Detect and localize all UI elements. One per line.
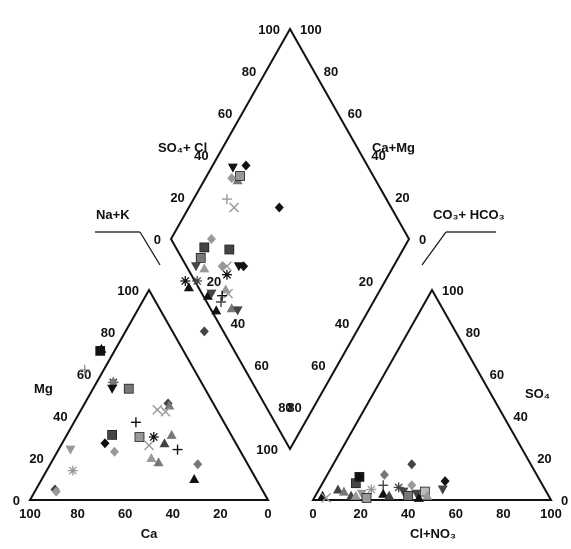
ca-tick-label: 60 [118, 506, 132, 521]
diamond-point [275, 203, 284, 213]
cation-point [107, 385, 117, 394]
ca-tick-label: 0 [264, 506, 271, 521]
anion-point [441, 476, 450, 486]
cation-point [153, 405, 162, 414]
diamond-camg-tick-label: 100 [300, 22, 322, 37]
diamond-so4cl-tick-label: 0 [154, 232, 161, 247]
cation-point [145, 441, 154, 450]
mg-tick-label: 0 [13, 493, 20, 508]
cation-point [65, 446, 75, 455]
diamond-point [222, 270, 232, 280]
cation-point [124, 384, 133, 393]
anion-point [404, 491, 413, 500]
diamond-camg-tick-label: 0 [419, 232, 426, 247]
cation-point [193, 459, 202, 469]
label-na-k: Na+K [96, 207, 130, 222]
diamond-point [191, 262, 201, 271]
mg-tick-label: 20 [29, 451, 43, 466]
cation-point [149, 432, 159, 442]
diamond-lower-right-tick-label: 100 [256, 442, 278, 457]
cation-point [173, 445, 183, 455]
mg-tick-label: 80 [101, 325, 115, 340]
diamond-point [222, 194, 232, 204]
diamond-lower-left-tick-label: 20 [207, 274, 221, 289]
so4-tick-label: 80 [466, 325, 480, 340]
diamond-camg-tick-label: 80 [324, 64, 338, 79]
anion-point [380, 470, 389, 480]
diamond-lower-right-tick-label: 40 [335, 316, 349, 331]
diamond-lower-right-tick-label: 20 [359, 274, 373, 289]
so4-tick-label: 40 [513, 409, 527, 424]
diamond-point [200, 243, 209, 252]
ca-tick-label: 40 [166, 506, 180, 521]
label-so4: SO₄ [525, 386, 550, 401]
diamond-lower-left-tick-label: 40 [231, 316, 245, 331]
diamond-lower-right-tick-label: 60 [311, 358, 325, 373]
clno3-tick-label: 40 [401, 506, 415, 521]
cation-point [189, 474, 199, 483]
label-ca: Ca [141, 526, 158, 541]
so4-tick-label: 20 [537, 451, 551, 466]
mg-tick-label: 100 [117, 283, 139, 298]
diamond-point [192, 276, 202, 286]
clno3-tick-label: 0 [309, 506, 316, 521]
cation-point [68, 466, 78, 476]
anion-point [362, 493, 371, 502]
diamond-point [216, 297, 226, 307]
ca-tick-label: 80 [70, 506, 84, 521]
diamond-camg-tick-label: 40 [371, 148, 385, 163]
cation-point [131, 417, 141, 427]
diamond-point [236, 172, 245, 181]
diamond-so4cl-tick-label: 20 [170, 190, 184, 205]
anion-point [407, 480, 416, 490]
cation-point [167, 430, 177, 439]
cation-point [108, 430, 117, 439]
cation-point [159, 438, 169, 447]
diamond-point [230, 203, 239, 212]
mg-tick-label: 40 [53, 409, 67, 424]
so4-tick-label: 0 [561, 493, 568, 508]
ca-tick-label: 100 [19, 506, 41, 521]
diamond-point [200, 326, 209, 336]
diamond-point [218, 261, 227, 271]
diamond-camg-tick-label: 60 [348, 106, 362, 121]
diamond-lower-left-tick-label: 60 [254, 358, 268, 373]
clno3-tick-label: 60 [449, 506, 463, 521]
cation-point [135, 433, 144, 442]
anion-point [438, 486, 448, 495]
so4-tick-label: 100 [442, 283, 464, 298]
label-cl-no3: Cl+NO₃ [410, 526, 456, 541]
diamond-so4cl-tick-label: 60 [218, 106, 232, 121]
diamond-point [199, 263, 209, 272]
clno3-tick-label: 100 [540, 506, 562, 521]
anion-point [355, 472, 364, 481]
cation-point [146, 453, 156, 462]
ca-tick-label: 20 [213, 506, 227, 521]
diamond-point [211, 305, 221, 314]
cation-point [110, 447, 119, 457]
label-co3-hco3: CO₃+ HCO₃ [433, 207, 505, 222]
diamond-so4cl-tick-label: 40 [194, 148, 208, 163]
diamond-point [196, 253, 205, 262]
diamond-point [225, 245, 234, 254]
anion-point [407, 459, 416, 469]
clno3-tick-label: 80 [496, 506, 510, 521]
diamond-camg-tick-label: 20 [395, 190, 409, 205]
central-diamond [171, 29, 409, 449]
diamond-lower-right-tick-label: 80 [287, 400, 301, 415]
diamond-so4cl-tick-label: 80 [242, 64, 256, 79]
label-mg: Mg [34, 381, 53, 396]
so4-tick-label: 60 [490, 367, 504, 382]
diamond-point [241, 161, 250, 171]
diamond-so4cl-tick-label: 100 [258, 22, 280, 37]
clno3-tick-label: 20 [353, 506, 367, 521]
